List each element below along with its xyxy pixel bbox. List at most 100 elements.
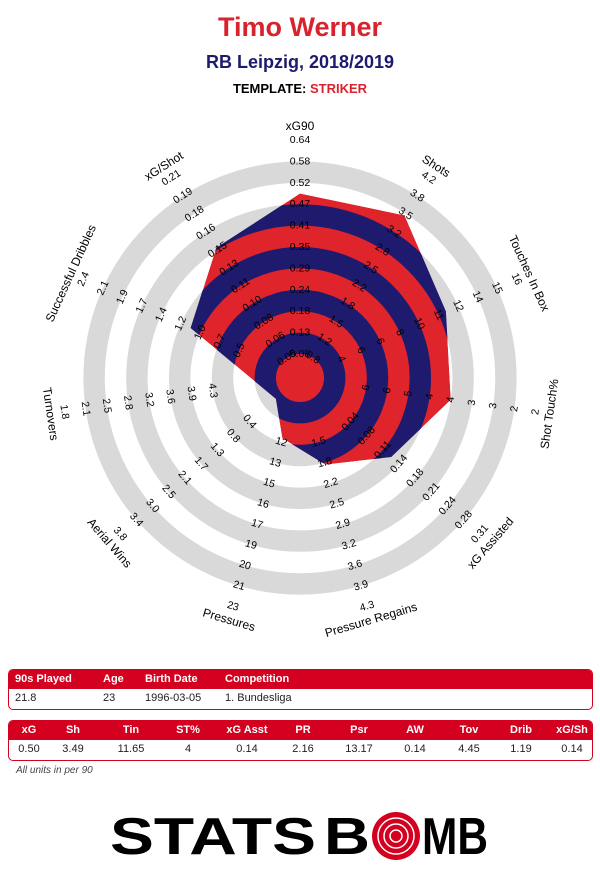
radar-tick-label: 1.0: [192, 323, 209, 341]
logo-text-stats: STATS: [110, 808, 316, 864]
stats-table-row: 0.50 3.49 11.65 4 0.14 2.16 13.17 0.14 4.45 1.19 0…: [9, 740, 592, 760]
stats-value-cell: 1.19: [510, 743, 532, 755]
radar-tick-label: 2: [508, 405, 521, 413]
radar-tick-label: 13: [268, 455, 283, 470]
radar-tick-label: 4: [423, 393, 436, 401]
radar-tick-label: 1.8: [57, 404, 71, 420]
template-line: TEMPLATE: STRIKER: [0, 81, 600, 96]
radar-tick-label: 2.5: [100, 398, 114, 414]
info-header-cell: Competition: [225, 673, 290, 685]
radar-tick-label: 3.2: [142, 392, 156, 408]
logo-text-mb: MB: [422, 808, 488, 864]
radar-tick-label: 2: [529, 408, 542, 416]
stats-header-cell: xG/Sh: [556, 724, 588, 736]
radar-ring: [83, 161, 517, 595]
stats-value-cell: 0.14: [404, 743, 426, 755]
radar-axis-label: xG Assisted: [464, 514, 516, 571]
radar-fill-band: [254, 332, 346, 424]
radar-tick-label: 4.3: [358, 599, 376, 615]
radar-tick-label: 20: [238, 558, 253, 573]
stats-header-cell: ST%: [176, 724, 200, 736]
units-footnote: All units in per 90: [16, 765, 93, 776]
radar-tick-label: 2.8: [121, 395, 135, 411]
logo-target-icon: [372, 812, 420, 860]
radar-tick-label: 2.4: [75, 270, 92, 288]
radar-axis-label: xG90: [286, 119, 315, 133]
stats-header-cell: Tin: [122, 724, 140, 736]
radar-tick-label: 0.41: [290, 220, 311, 232]
radar-tick-label: 0.58: [290, 155, 311, 167]
team-season: RB Leipzig, 2018/2019: [205, 52, 395, 72]
radar-tick-label: 6: [360, 384, 373, 392]
info-value-cell: 1996-03-05: [145, 692, 202, 704]
radar-tick-label: 23: [226, 599, 241, 614]
radar-tick-label: 0.5: [231, 341, 248, 359]
statsbomb-logo: STATS B MB: [110, 808, 488, 864]
radar-tick-label: 1.4: [153, 305, 170, 323]
radar-tick-label: 1.8: [316, 455, 334, 471]
radar-tick-label: 6: [354, 345, 367, 355]
radar-tick-label: 12: [450, 298, 466, 314]
stats-header-cell: Sh: [65, 724, 81, 736]
template-label: TEMPLATE:: [232, 81, 307, 96]
info-value-cell: 21.8: [15, 692, 37, 704]
radar-tick-label: 3.6: [346, 557, 364, 573]
radar-tick-label: 19: [244, 537, 259, 552]
radar-tick-label: 0.13: [290, 327, 311, 339]
radar-tick-label: 3.9: [185, 386, 199, 402]
stats-header-cell: AW: [406, 724, 424, 736]
stats-header-cell: Tov: [459, 724, 479, 736]
stats-value-cell: 13.17: [345, 743, 373, 755]
radar-tick-label: 2.1: [79, 401, 93, 417]
stats-header-cell: PR: [295, 724, 311, 736]
radar-tick-label: 21: [232, 578, 247, 593]
stats-value-cell: 4: [184, 743, 192, 755]
radar-tick-label: 6: [374, 336, 387, 346]
radar-tick-label: 0.18: [290, 305, 311, 317]
stats-value-cell: 0.50: [18, 743, 40, 755]
logo-text-b: B: [324, 808, 370, 864]
radar-tick-label: 1.5: [310, 434, 328, 450]
radar-tick-label: 3.9: [352, 578, 370, 594]
radar-tick-label: 15: [489, 280, 505, 296]
radar-tick-label: 2.9: [334, 516, 352, 532]
stats-header-cell: Psr: [350, 724, 368, 736]
radar-tick-label: 0.35: [290, 241, 311, 253]
radar-chart: 0.080.130.180.240.290.350.410.470.520.58…: [40, 119, 562, 640]
info-header-cell: Age: [103, 673, 124, 685]
radar-tick-label: 3.2: [340, 537, 358, 553]
info-header-cell: 90s Played: [15, 673, 72, 685]
stats-table: xG Sh Tin ST% xG Asst PR Psr AW Tov Drib xG/Sh 0.5…: [8, 720, 593, 761]
stats-header-cell: xG: [21, 724, 37, 736]
radar-tick-label: 4.3: [206, 383, 220, 399]
info-table-header: 90s Played Age Birth Date Competition: [9, 670, 592, 689]
radar-tick-label: 14: [470, 289, 486, 305]
radar-axis-label: Aerial Wins: [84, 515, 134, 570]
radar-center: [282, 360, 318, 396]
radar-fill-band: [190, 246, 432, 465]
radar-tick-label: 0.08: [290, 348, 311, 360]
radar-tick-label: 5: [402, 390, 415, 398]
radar-tick-label: 3: [487, 402, 500, 410]
stats-header-cell: xG Asst: [226, 724, 268, 736]
stats-value-cell: 2.16: [292, 743, 314, 755]
stats-value-cell: 11.65: [117, 743, 145, 755]
radar-fill: [190, 193, 451, 465]
radar-tick-label: 3.6: [163, 389, 177, 405]
radar-tick-label: 4: [335, 354, 348, 364]
radar-tick-label: 1.7: [133, 297, 150, 315]
radar-tick-label: 0.7: [211, 332, 228, 350]
radar-tick-label: 1.9: [114, 288, 131, 306]
player-name: Timo Werner: [217, 12, 383, 42]
radar-tick-label: 0.64: [290, 134, 311, 146]
radar-fill-band: [190, 204, 451, 465]
radar-tick-label: 16: [256, 496, 271, 511]
radar-axis-label: Successful Dribbles: [43, 222, 99, 324]
radar-tick-label: 15: [262, 476, 277, 491]
radar-tick-label: 17: [250, 517, 265, 532]
radar-tick-label: 0.29: [290, 262, 311, 274]
radar-tick-label: 12: [274, 435, 289, 450]
radar-tick-label: 2.2: [322, 475, 340, 491]
radar-tick-label: 6: [381, 387, 394, 395]
radar-tick-label: 4: [444, 396, 457, 404]
